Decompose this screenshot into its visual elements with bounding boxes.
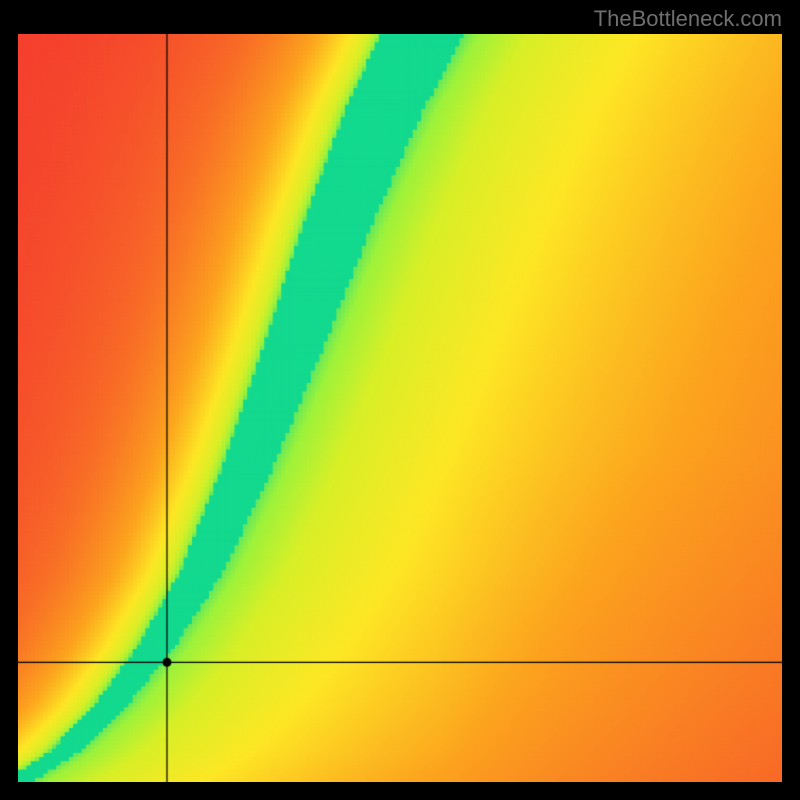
bottleneck-heatmap — [18, 34, 782, 782]
chart-container: TheBottleneck.com — [0, 0, 800, 800]
watermark-text: TheBottleneck.com — [594, 6, 782, 32]
